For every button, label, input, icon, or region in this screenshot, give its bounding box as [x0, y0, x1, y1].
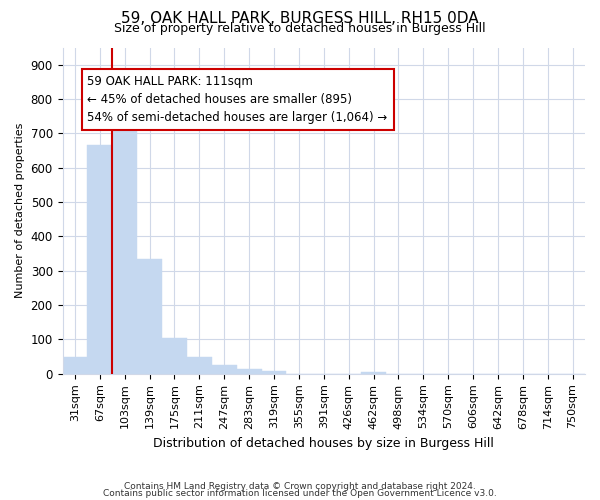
Bar: [236, 369, 262, 374]
Text: 59, OAK HALL PARK, BURGESS HILL, RH15 0DA: 59, OAK HALL PARK, BURGESS HILL, RH15 0D…: [121, 11, 479, 26]
Bar: [162, 338, 187, 374]
Bar: [112, 116, 137, 374]
Text: 59 OAK HALL PARK: 111sqm
← 45% of detached houses are smaller (895)
54% of semi-: 59 OAK HALL PARK: 111sqm ← 45% of detach…: [88, 75, 388, 124]
Bar: [62, 356, 88, 374]
Text: Size of property relative to detached houses in Burgess Hill: Size of property relative to detached ho…: [114, 22, 486, 35]
Bar: [88, 146, 112, 374]
Bar: [262, 370, 286, 374]
Text: Contains HM Land Registry data © Crown copyright and database right 2024.: Contains HM Land Registry data © Crown c…: [124, 482, 476, 491]
Bar: [187, 356, 212, 374]
X-axis label: Distribution of detached houses by size in Burgess Hill: Distribution of detached houses by size …: [154, 437, 494, 450]
Bar: [212, 365, 236, 374]
Y-axis label: Number of detached properties: Number of detached properties: [15, 123, 25, 298]
Bar: [361, 372, 386, 374]
Text: Contains public sector information licensed under the Open Government Licence v3: Contains public sector information licen…: [103, 488, 497, 498]
Bar: [137, 258, 162, 374]
